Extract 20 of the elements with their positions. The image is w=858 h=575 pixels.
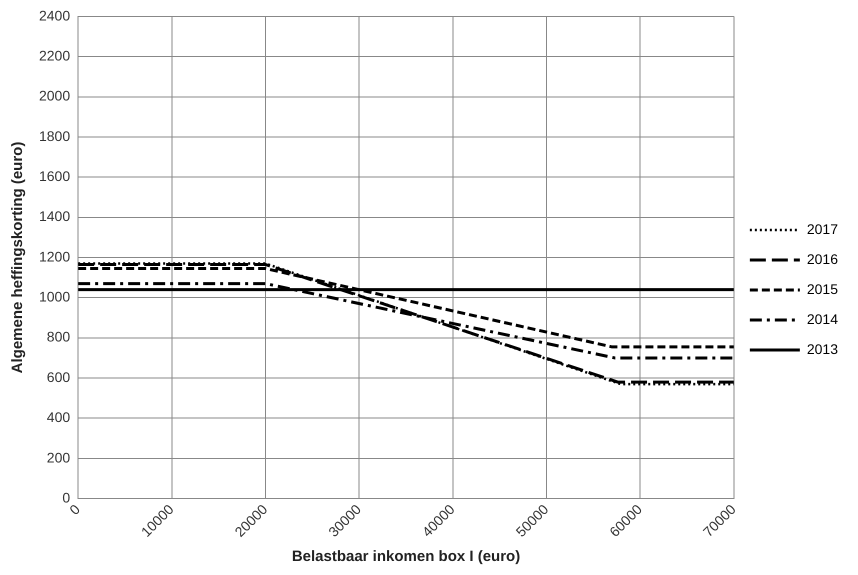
y-tick-label: 1400 xyxy=(38,208,70,224)
legend-label: 2015 xyxy=(806,280,838,297)
y-tick-label: 1200 xyxy=(38,248,70,264)
x-axis-title: Belastbaar inkomen box I (euro) xyxy=(292,548,520,566)
legend-label: 2013 xyxy=(806,340,838,357)
y-tick-label: 1000 xyxy=(38,288,70,305)
y-tick-label: 1800 xyxy=(38,128,70,144)
y-tick-label: 200 xyxy=(46,449,70,466)
y-tick-label: 400 xyxy=(46,409,70,426)
y-tick-label: 0 xyxy=(62,489,70,506)
y-tick-label: 600 xyxy=(46,368,70,385)
y-tick-label: 1600 xyxy=(38,168,70,184)
y-tick-label: 800 xyxy=(46,328,70,345)
legend-label: 2016 xyxy=(806,250,838,267)
y-axis-title: Algemene heffingskorting (euro) xyxy=(9,142,26,374)
legend-label: 2017 xyxy=(806,220,838,237)
y-tick-label: 2200 xyxy=(38,47,70,64)
y-tick-label: 2000 xyxy=(38,88,70,104)
y-tick-label: 2400 xyxy=(38,7,70,24)
legend-label: 2014 xyxy=(806,310,838,327)
